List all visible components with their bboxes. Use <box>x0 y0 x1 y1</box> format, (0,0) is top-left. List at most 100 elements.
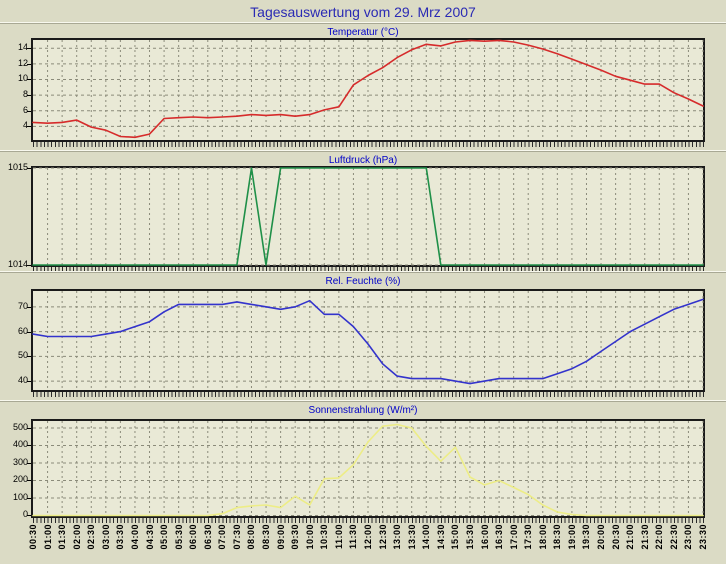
solar-radiation-x-ticks <box>33 518 704 523</box>
x-axis-label: 01:30 <box>57 524 68 550</box>
y-axis-label: 1015 <box>7 162 28 172</box>
y-axis-label: 12 <box>17 57 28 68</box>
x-axis-label: 11:30 <box>348 524 359 550</box>
x-axis-label: 10:30 <box>319 524 330 550</box>
y-axis-label: 100 <box>12 491 28 502</box>
humidity-plot <box>31 289 705 392</box>
x-axis-label: 23:30 <box>698 524 708 550</box>
y-axis-tick <box>27 79 31 81</box>
x-axis-label: 22:00 <box>654 524 665 550</box>
x-axis-label: 07:00 <box>217 524 228 550</box>
humidity-line-chart <box>32 291 704 390</box>
y-axis-tick <box>27 515 31 517</box>
x-axis-label: 14:30 <box>435 524 446 550</box>
y-axis-label: 6 <box>22 104 28 115</box>
x-axis-label: 08:00 <box>246 524 257 550</box>
humidity-x-ticks <box>33 392 704 397</box>
x-axis-label: 18:00 <box>537 524 548 550</box>
x-axis-label: 19:30 <box>581 524 592 550</box>
y-axis-tick <box>27 331 31 333</box>
x-axis-label: 00:30 <box>28 524 38 550</box>
y-axis-tick <box>27 95 31 97</box>
x-axis-label: 16:30 <box>494 524 505 550</box>
temperature-x-ticks <box>33 142 704 147</box>
x-axis-label: 07:30 <box>231 524 242 550</box>
x-axis-label: 05:00 <box>159 524 170 550</box>
x-axis-label: 03:30 <box>115 524 126 550</box>
x-axis-label: 14:00 <box>421 524 432 550</box>
y-axis-tick <box>27 356 31 358</box>
x-axis-label: 01:00 <box>42 524 53 550</box>
separator-line <box>0 400 726 402</box>
x-axis-label: 20:00 <box>596 524 607 550</box>
x-axis-label: 11:00 <box>333 524 344 550</box>
y-axis-tick <box>27 126 31 128</box>
y-axis-tick <box>27 427 31 429</box>
y-axis-label: 4 <box>22 120 28 131</box>
y-axis-label: 10 <box>17 73 28 84</box>
x-axis-label: 05:30 <box>173 524 184 550</box>
y-axis-tick <box>27 462 31 464</box>
x-axis-label: 17:00 <box>508 524 519 550</box>
temperature-plot <box>31 38 705 142</box>
x-axis-label: 19:00 <box>566 524 577 550</box>
x-axis-label: 21:30 <box>639 524 650 550</box>
x-axis-label: 18:30 <box>552 524 563 550</box>
y-axis-tick <box>27 110 31 112</box>
y-axis-label: 50 <box>17 350 28 361</box>
x-axis-label: 16:00 <box>479 524 490 550</box>
x-axis-label: 21:00 <box>625 524 636 550</box>
y-axis-label: 400 <box>12 439 28 450</box>
y-axis-tick <box>27 48 31 50</box>
y-axis-label: 40 <box>17 375 28 386</box>
x-axis-label: 17:30 <box>523 524 534 550</box>
separator-line <box>0 22 726 24</box>
temperature-line-chart <box>32 39 704 140</box>
separator-line <box>0 150 726 152</box>
y-axis-tick <box>27 497 31 499</box>
separator-line <box>0 271 726 273</box>
y-axis-tick <box>27 168 31 169</box>
x-axis-label: 10:00 <box>304 524 315 550</box>
x-axis-label: 04:00 <box>129 524 140 550</box>
x-axis-label: 13:00 <box>392 524 403 550</box>
solar-radiation-chart-title: Sonnenstrahlung (W/m²) <box>308 405 418 416</box>
y-axis-tick <box>27 63 31 65</box>
x-axis-label: 15:00 <box>450 524 461 550</box>
y-axis-label: 0 <box>22 509 28 520</box>
page-title: Tagesauswertung vom 29. Mrz 2007 <box>250 4 476 20</box>
x-axis-label: 15:30 <box>464 524 475 550</box>
x-axis-label: 03:00 <box>100 524 111 550</box>
y-axis-tick <box>27 381 31 383</box>
x-axis-label: 23:00 <box>683 524 694 550</box>
x-axis-label: 22:30 <box>668 524 679 550</box>
y-axis-label: 60 <box>17 325 28 336</box>
x-axis-label: 13:30 <box>406 524 417 550</box>
y-axis-label: 1014 <box>7 259 28 269</box>
pressure-line-chart <box>32 167 704 266</box>
y-axis-tick <box>27 265 31 266</box>
x-axis-label: 20:30 <box>610 524 621 550</box>
x-axis-label: 12:00 <box>363 524 373 550</box>
y-axis-tick <box>27 306 31 308</box>
x-axis-label: 02:00 <box>71 524 82 550</box>
temperature-chart-title: Temperatur (°C) <box>327 27 399 38</box>
pressure-x-ticks <box>33 267 704 272</box>
y-axis-tick <box>27 480 31 482</box>
y-axis-label: 8 <box>22 89 28 100</box>
pressure-plot <box>31 166 705 267</box>
y-axis-label: 200 <box>12 474 28 485</box>
x-axis-label: 04:30 <box>144 524 155 550</box>
y-axis-label: 300 <box>12 456 28 467</box>
y-axis-tick <box>27 445 31 447</box>
y-axis-label: 14 <box>17 42 28 53</box>
humidity-chart-title: Rel. Feuchte (%) <box>325 276 401 287</box>
x-axis-label: 08:30 <box>261 524 272 550</box>
x-axis-label: 12:30 <box>377 524 388 550</box>
y-axis-label: 500 <box>12 421 28 432</box>
x-axis-label: 02:30 <box>86 524 97 550</box>
x-axis-label: 06:30 <box>202 524 213 550</box>
solar-radiation-line-chart <box>32 421 704 517</box>
x-axis-label: 09:30 <box>290 524 301 550</box>
solar-radiation-plot <box>31 419 705 518</box>
